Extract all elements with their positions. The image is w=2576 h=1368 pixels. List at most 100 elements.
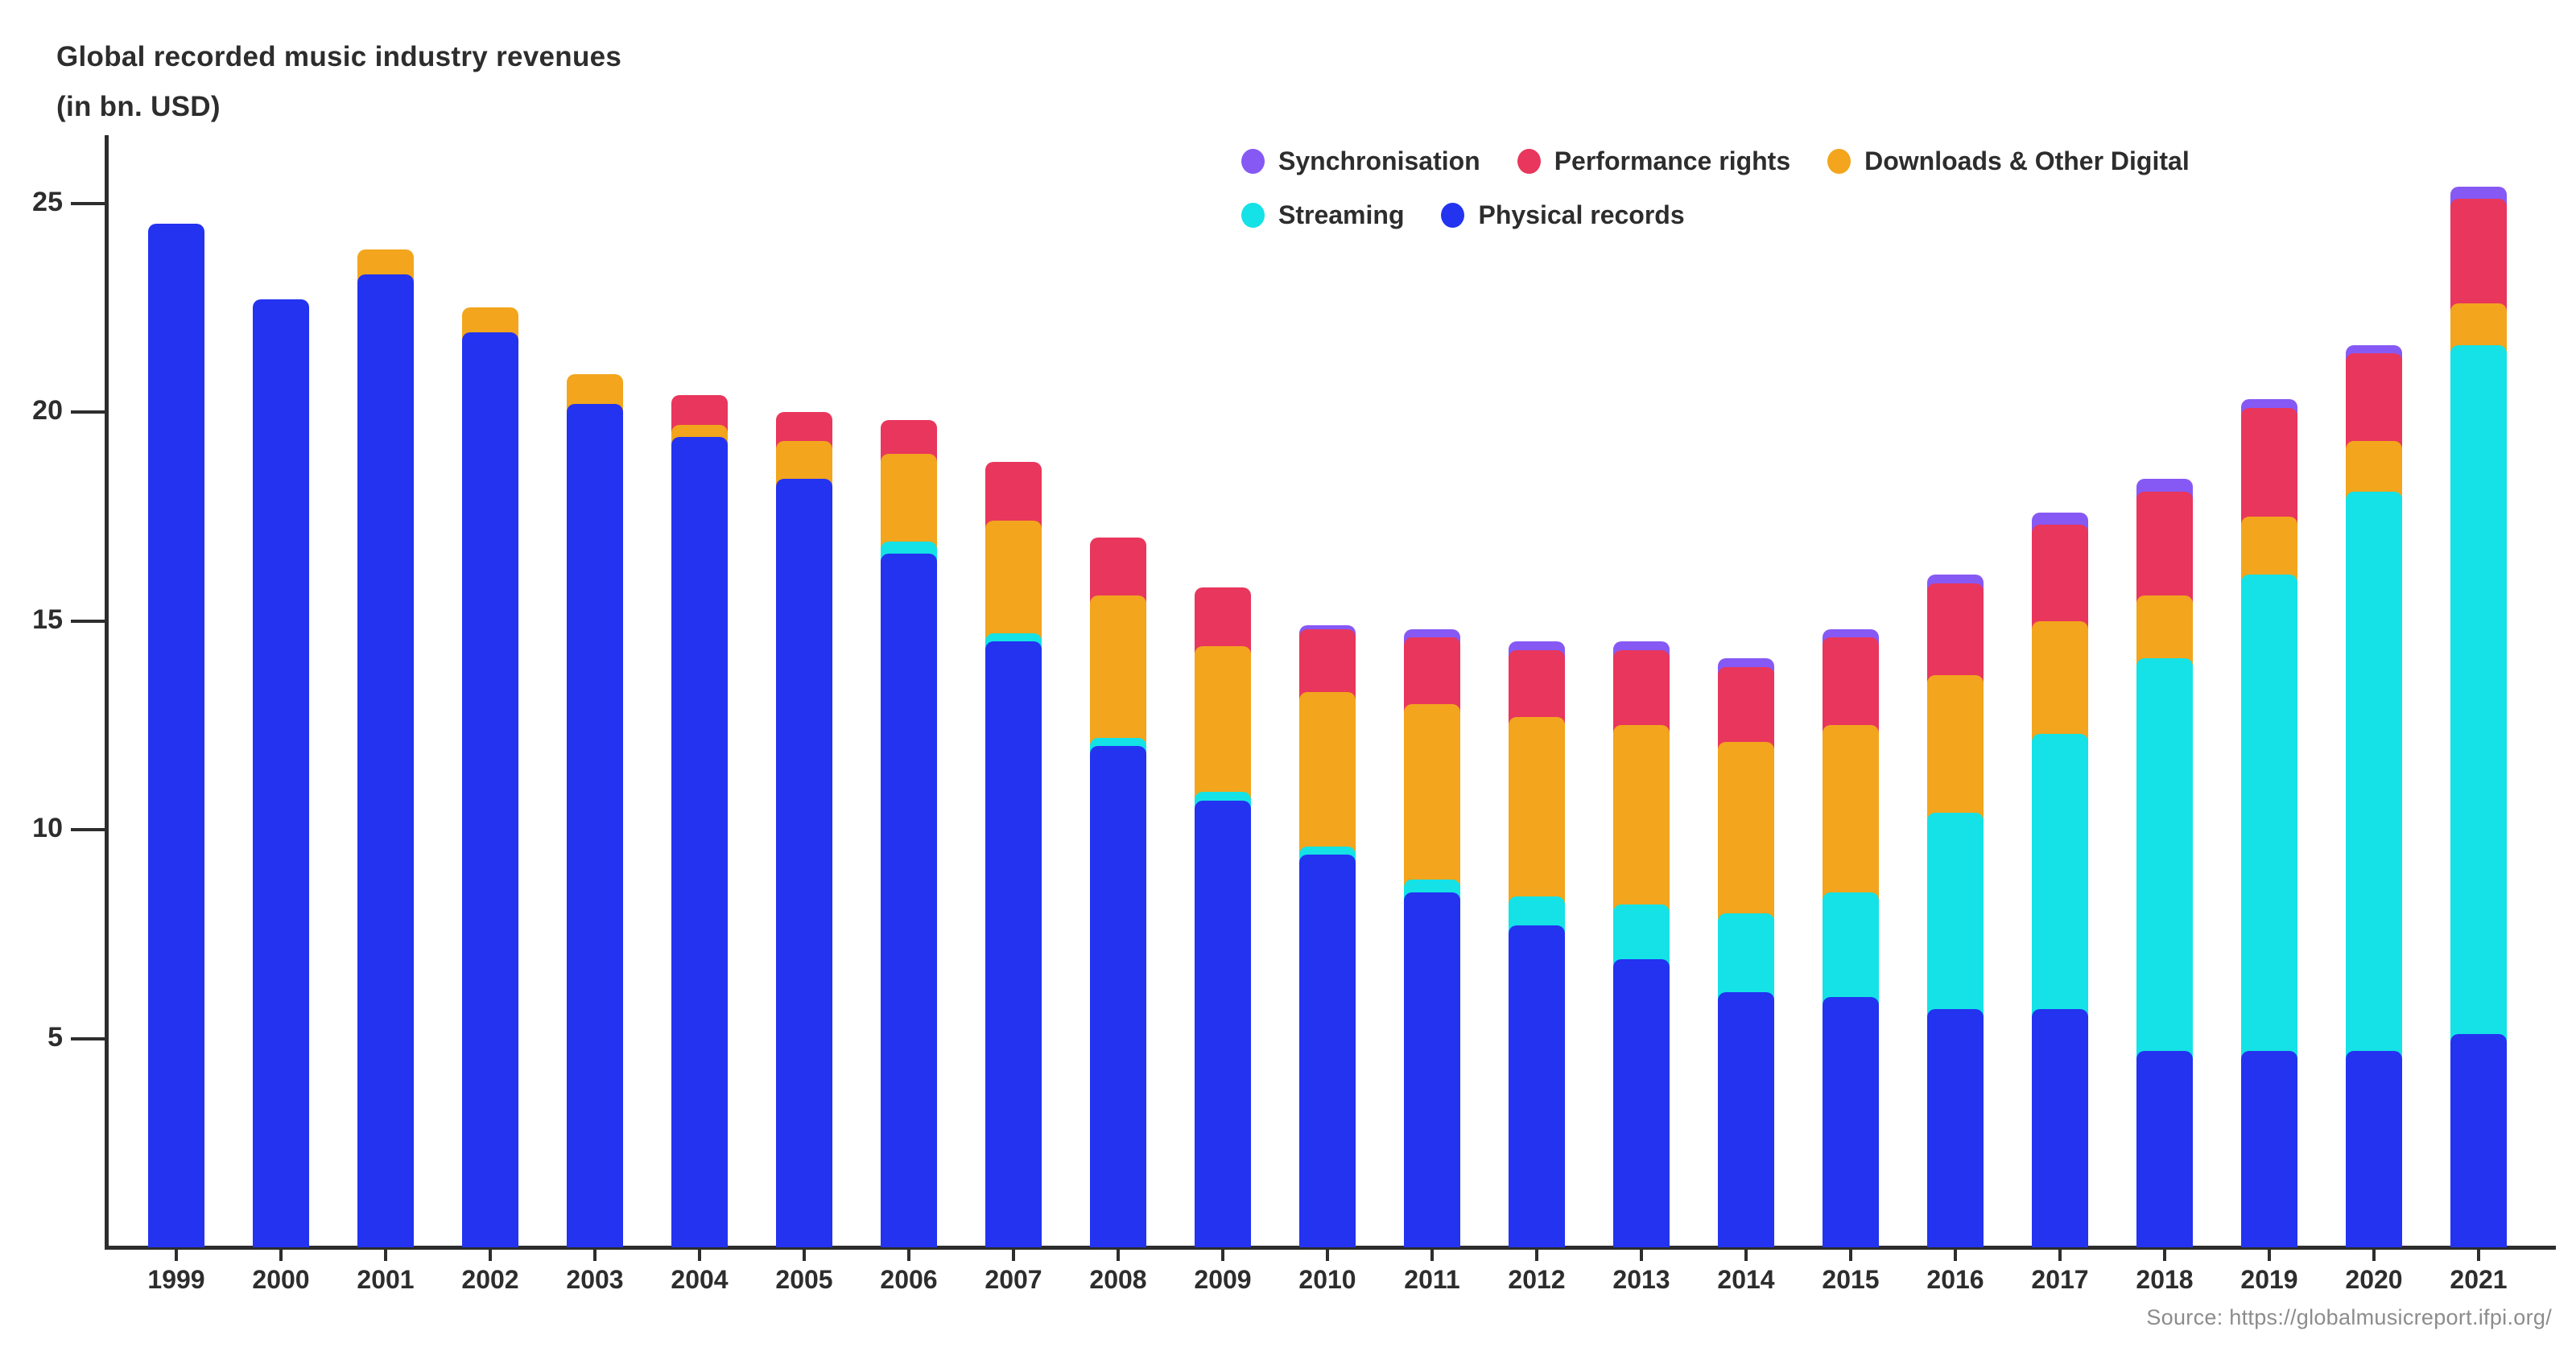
x-tick-label-2001: 2001 [357, 1265, 415, 1294]
source-note: Source: https://globalmusicreport.ifpi.o… [2146, 1305, 2552, 1329]
bar-2001 [357, 249, 414, 1247]
bar-segment-2011-physical-records [1404, 892, 1460, 1247]
y-tick-label-10: 10 [32, 813, 63, 843]
x-tick-2021 [2477, 1250, 2480, 1261]
bar-segment-2017-performance-rights [2032, 525, 2088, 631]
bar-2012 [1509, 641, 1565, 1247]
legend-item-downloads-other-digital: Downloads & Other Digital [1827, 146, 2190, 176]
bar-segment-2017-streaming [2032, 733, 2088, 1020]
legend-dot-performance-rights [1517, 149, 1541, 174]
x-tick-2005 [803, 1250, 806, 1261]
bar-segment-2011-performance-rights [1404, 637, 1460, 715]
bar-segment-2011-downloads-other-digital [1404, 704, 1460, 890]
bar-segment-2020-performance-rights [2346, 353, 2402, 451]
bar-segment-1999-physical-records [148, 224, 204, 1247]
x-tick-2008 [1117, 1250, 1120, 1261]
bar-2015 [1823, 628, 1879, 1247]
x-tick-label-2017: 2017 [2031, 1265, 2089, 1294]
x-tick-label-2000: 2000 [252, 1265, 310, 1294]
bar-segment-2021-physical-records [2450, 1034, 2507, 1247]
x-tick-label-2004: 2004 [671, 1265, 729, 1294]
bar-2011 [1404, 628, 1460, 1247]
x-tick-label-2005: 2005 [775, 1265, 833, 1294]
y-axis-line [105, 135, 109, 1250]
bar-2009 [1195, 587, 1251, 1247]
bar-segment-2019-performance-rights [2241, 407, 2297, 526]
x-tick-1999 [175, 1250, 178, 1261]
x-axis-line [105, 1246, 2556, 1250]
bar-2018 [2136, 479, 2193, 1247]
x-tick-2019 [2268, 1250, 2271, 1261]
bar-segment-2014-performance-rights [1718, 666, 1774, 752]
bar-2021 [2450, 186, 2507, 1247]
x-tick-label-2003: 2003 [566, 1265, 624, 1294]
bar-2002 [462, 307, 518, 1247]
bar-2004 [671, 395, 728, 1247]
bar-2013 [1613, 641, 1670, 1247]
bar-segment-2016-performance-rights [1927, 583, 1984, 685]
bar-segment-2002-physical-records [462, 332, 518, 1247]
bar-segment-2015-performance-rights [1823, 637, 1879, 736]
bar-2008 [1090, 537, 1146, 1247]
legend: Synchronisation Performance rights Downloa… [1241, 146, 2190, 254]
bar-segment-2018-streaming [2136, 658, 2193, 1061]
legend-label: Physical records [1478, 200, 1685, 229]
legend-item-streaming: Streaming [1241, 200, 1404, 230]
y-tick-label-25: 25 [32, 186, 63, 217]
bar-2006 [881, 420, 937, 1247]
y-tick-15 [71, 619, 106, 623]
bar-segment-2000-physical-records [253, 299, 309, 1247]
bar-segment-2017-physical-records [2032, 1009, 2088, 1247]
x-tick-2010 [1326, 1250, 1329, 1261]
chart-title-line1: Global recorded music industry revenues [56, 41, 622, 72]
bar-segment-2015-streaming [1823, 892, 1879, 1007]
y-tick-label-15: 15 [32, 604, 63, 635]
chart-title: Global recorded music industry revenues … [56, 32, 621, 132]
bar-2016 [1927, 575, 1984, 1247]
bar-segment-2013-physical-records [1613, 958, 1670, 1247]
bar-segment-2012-physical-records [1509, 925, 1565, 1247]
x-tick-2007 [1012, 1250, 1015, 1261]
bar-segment-2015-physical-records [1823, 996, 1879, 1247]
legend-dot-streaming [1241, 203, 1265, 228]
x-tick-2018 [2163, 1250, 2166, 1261]
x-tick-label-2010: 2010 [1298, 1265, 1356, 1294]
x-tick-label-2012: 2012 [1508, 1265, 1566, 1294]
bar-segment-2016-downloads-other-digital [1927, 674, 1984, 823]
bar-1999 [148, 224, 204, 1247]
y-tick-label-5: 5 [47, 1021, 63, 1053]
bar-segment-2020-downloads-other-digital [2346, 441, 2402, 501]
bar-segment-2021-performance-rights [2450, 199, 2507, 314]
legend-dot-physical-records [1441, 203, 1465, 228]
y-tick-5 [71, 1036, 106, 1040]
chart-title-line2: (in bn. USD) [56, 91, 221, 122]
x-tick-label-2018: 2018 [2136, 1265, 2194, 1294]
x-tick-label-2008: 2008 [1089, 1265, 1147, 1294]
bar-segment-2014-downloads-other-digital [1718, 742, 1774, 923]
bar-segment-2007-physical-records [985, 641, 1042, 1247]
x-tick-2016 [1954, 1250, 1957, 1261]
bar-segment-2013-performance-rights [1613, 649, 1670, 736]
bar-segment-2015-downloads-other-digital [1823, 725, 1879, 902]
x-tick-2003 [593, 1250, 597, 1261]
bar-segment-2018-downloads-other-digital [2136, 595, 2193, 669]
bar-segment-2006-physical-records [881, 554, 937, 1247]
x-tick-label-2014: 2014 [1717, 1265, 1775, 1294]
bar-segment-2007-downloads-other-digital [985, 520, 1042, 644]
bar-segment-2014-streaming [1718, 913, 1774, 1003]
x-tick-label-2019: 2019 [2240, 1265, 2298, 1294]
x-tick-2000 [279, 1250, 283, 1261]
bar-segment-2010-downloads-other-digital [1299, 691, 1356, 856]
legend-item-physical-records: Physical records [1441, 200, 1685, 230]
legend-label: Downloads & Other Digital [1864, 146, 2190, 175]
y-tick-20 [71, 410, 106, 414]
bar-segment-2009-downloads-other-digital [1195, 645, 1251, 802]
bar-segment-2020-physical-records [2346, 1051, 2402, 1247]
x-tick-2012 [1535, 1250, 1538, 1261]
bar-segment-2010-performance-rights [1299, 628, 1356, 702]
bar-segment-2016-streaming [1927, 813, 1984, 1020]
bar-segment-2009-performance-rights [1195, 587, 1251, 656]
bar-2005 [776, 412, 832, 1247]
legend-item-synchronisation: Synchronisation [1241, 146, 1480, 176]
bar-segment-2010-physical-records [1299, 855, 1356, 1247]
